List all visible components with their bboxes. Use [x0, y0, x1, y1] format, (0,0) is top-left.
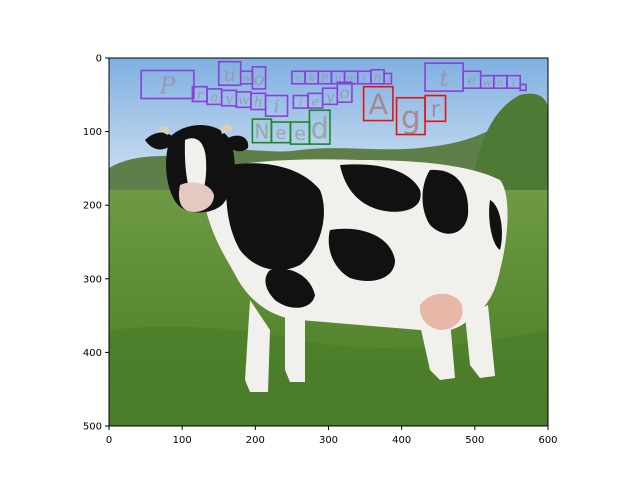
- overlay-glyph: n: [374, 70, 382, 84]
- bounding-box: [251, 66, 267, 90]
- cow-spot-5: [265, 268, 315, 308]
- cow-horn-right: [220, 124, 232, 134]
- overlay-glyph: d: [311, 111, 329, 145]
- x-tick-label: 300: [319, 435, 338, 446]
- cow-leg-back-left: [420, 320, 455, 380]
- bounding-box: [519, 83, 527, 92]
- x-axis: 0 100 200 300 400 500 600: [106, 426, 558, 446]
- overlay-glyph: a: [385, 75, 390, 85]
- cow-spot-4: [328, 228, 395, 281]
- overlay-glyph: l: [299, 96, 302, 109]
- bounding-box: [308, 109, 331, 145]
- overlay-glyph: t: [439, 64, 449, 92]
- bounding-box: [140, 69, 195, 100]
- overlay-glyph: w: [483, 76, 492, 89]
- y-tick-label: 0: [96, 54, 102, 65]
- overlay-glyph: r: [296, 72, 302, 85]
- cow-spot-2: [340, 164, 421, 212]
- overlay-glyph: h: [497, 76, 504, 89]
- overlay-glyph: i: [363, 72, 366, 85]
- overlay-glyph: A: [368, 87, 388, 121]
- x-tick-label: 0: [106, 435, 112, 446]
- overlay-glyph: g: [401, 100, 421, 136]
- overlay-glyph: o: [253, 69, 264, 90]
- overlay-glyph: a: [210, 91, 218, 106]
- cow-udder: [419, 293, 463, 330]
- y-tick-label: 500: [83, 422, 102, 433]
- overlay-glyph: w: [238, 94, 249, 109]
- overlay-glyph: y: [224, 92, 233, 107]
- cow-muzzle: [178, 182, 214, 212]
- overlay-glyph: l: [522, 82, 525, 91]
- cow-spot-1: [226, 163, 324, 270]
- overlay-glyph: r: [197, 87, 204, 102]
- overlay-glyph: u: [335, 72, 342, 85]
- bounding-box: [506, 74, 521, 89]
- cow-leg-front-left: [245, 300, 270, 392]
- x-tick-label: 500: [465, 435, 484, 446]
- overlay-glyph: R: [320, 72, 329, 85]
- overlay-glyph: P: [159, 71, 177, 99]
- bounding-box: [383, 72, 393, 85]
- overlay-glyph: i: [512, 76, 515, 89]
- x-tick-label: 200: [246, 435, 265, 446]
- overlay-glyph: i: [274, 97, 280, 117]
- overlay-glyph: e: [468, 73, 477, 89]
- overlay-glyph: N: [254, 119, 269, 143]
- y-tick-label: 100: [83, 127, 102, 138]
- overlay-glyph: y: [325, 89, 334, 105]
- overlay-glyph: w: [242, 72, 251, 85]
- x-tick-label: 600: [538, 435, 557, 446]
- overlay-glyph: e: [276, 124, 287, 144]
- bounding-box: [362, 85, 394, 122]
- x-tick-label: 100: [173, 435, 192, 446]
- overlay-glyph: u: [223, 62, 236, 86]
- y-tick-label: 200: [83, 201, 102, 212]
- cow-ear-left: [145, 132, 175, 150]
- y-tick-label: 400: [83, 348, 102, 359]
- cow-spot-3: [422, 169, 469, 234]
- overlay-glyph: m: [346, 72, 356, 85]
- y-axis: 0 100 200 300 400 500: [83, 54, 109, 433]
- overlay-glyph: e: [312, 93, 319, 108]
- cow-horn-left: [158, 126, 170, 135]
- overlay-glyph: r: [431, 98, 440, 123]
- y-tick-label: 300: [83, 274, 102, 285]
- cow-leg-back-right: [465, 305, 495, 378]
- bounding-boxes: [140, 60, 527, 145]
- overlay-glyph: e: [294, 124, 306, 145]
- cow-photo: [109, 58, 548, 426]
- cow-ear-right: [225, 135, 249, 152]
- cow: [145, 124, 508, 392]
- bounding-box: [264, 94, 289, 117]
- overlay-glyph: h: [254, 95, 263, 111]
- cow-spot-6: [489, 200, 502, 250]
- cow-leg-front-right: [285, 310, 305, 382]
- x-tick-label: 400: [392, 435, 411, 446]
- overlay-glyph: o: [340, 83, 350, 103]
- bounding-box: [424, 94, 447, 123]
- overlay-glyph: k: [308, 72, 314, 85]
